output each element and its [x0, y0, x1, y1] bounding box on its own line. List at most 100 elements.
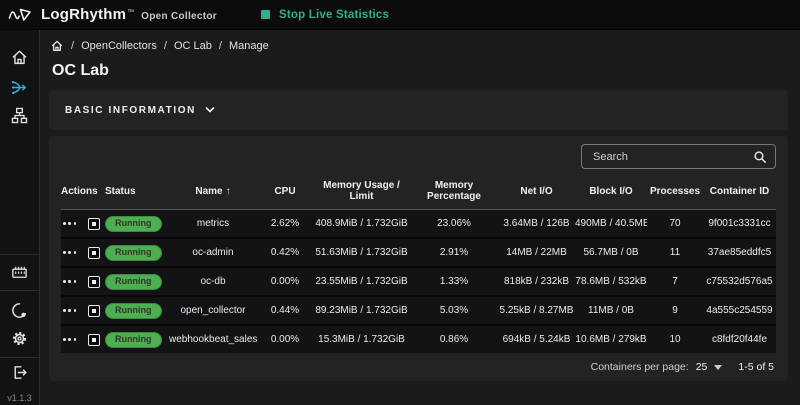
name-cell: metrics [196, 218, 230, 229]
processes-cell: 7 [672, 276, 678, 287]
stop-container-button[interactable] [88, 246, 101, 259]
main-content: / OpenCollectors / OC Lab / Manage OC La… [41, 30, 800, 405]
breadcrumb-separator: / [71, 40, 75, 52]
home-icon [12, 50, 27, 64]
table-row: Running webhookbeat_salesforce_c 0.00% 1… [61, 326, 776, 353]
stop-icon [261, 10, 270, 19]
cpu-cell: 0.00% [270, 334, 300, 345]
stop-container-button[interactable] [88, 304, 101, 317]
sidebar-divider [0, 254, 40, 255]
breadcrumb-separator: / [163, 40, 167, 52]
container-id-cell: 9f001c3331cc [708, 218, 771, 229]
logout-icon [14, 365, 27, 379]
net-io-cell: 14MB / 22MB [506, 247, 567, 258]
block-io-cell: 10.6MB / 279kB [575, 334, 647, 345]
sidebar-divider [0, 290, 40, 291]
stop-live-statistics-button[interactable]: Stop Live Statistics [255, 8, 395, 22]
sidebar-item-topology[interactable] [0, 101, 40, 129]
column-header-memory-percentage[interactable]: Memory Percentage [427, 180, 481, 202]
column-header-processes[interactable]: Processes [649, 185, 701, 197]
collector-flow-icon [11, 80, 27, 94]
breadcrumb-manage: Manage [228, 40, 269, 52]
breadcrumb-opencollectors[interactable]: OpenCollectors [81, 40, 157, 52]
block-io-cell: 490MB / 40.5MB [575, 218, 647, 229]
data-usage-icon [12, 302, 27, 318]
memory-percentage-cell: 2.91% [439, 247, 469, 258]
sidebar-item-open-collectors[interactable] [0, 73, 40, 101]
brand: LogRhythm ™ Open Collector [0, 6, 217, 24]
breadcrumb-oc-lab[interactable]: OC Lab [173, 40, 212, 52]
more-actions-button[interactable] [63, 305, 77, 316]
table-row: Running metrics 2.62% 408.9MiB / 1.732Gi… [61, 210, 776, 237]
status-cell: Running [105, 215, 169, 232]
column-header-status[interactable]: Status [105, 185, 136, 197]
sidebar-item-data-usage[interactable] [0, 296, 40, 324]
topbar: LogRhythm ™ Open Collector Stop Live Sta… [0, 0, 800, 30]
memory-usage-cell: 89.23MiB / 1.732GiB [315, 305, 408, 316]
status-cell: Running [105, 302, 169, 319]
basic-information-header[interactable]: BASIC INFORMATION [49, 90, 788, 130]
container-id-cell: 4a555c254559 [706, 305, 773, 316]
net-io-cell: 3.64MB / 126B [503, 218, 570, 229]
container-id-cell: c75532d576a5 [706, 276, 773, 287]
breadcrumb: / OpenCollectors / OC Lab / Manage [41, 30, 800, 53]
status-cell: Running [105, 244, 169, 261]
column-header-container-id[interactable]: Container ID [709, 185, 770, 197]
search-icon[interactable] [753, 150, 767, 164]
stop-container-icon [92, 308, 97, 313]
stop-container-button[interactable] [88, 217, 101, 230]
column-header-block-io[interactable]: Block I/O [589, 185, 633, 197]
app-version: v1.1.3 [7, 393, 32, 403]
stop-container-button[interactable] [88, 333, 101, 346]
net-io-cell: 818kB / 232kB [503, 276, 570, 287]
brand-trademark: ™ [127, 8, 135, 16]
name-cell: open_collector [180, 305, 246, 316]
sidebar-item-memory[interactable] [0, 258, 40, 286]
sidebar-item-logout[interactable] [0, 358, 40, 386]
memory-usage-cell: 408.9MiB / 1.732GiB [315, 218, 408, 229]
memory-icon [12, 266, 27, 278]
stop-container-icon [92, 279, 97, 284]
cpu-cell: 0.44% [270, 305, 300, 316]
brand-subtitle: Open Collector [141, 10, 217, 22]
breadcrumb-home-icon[interactable] [50, 39, 64, 53]
stop-container-icon [92, 250, 97, 255]
status-badge: Running [105, 331, 162, 348]
brand-name: LogRhythm [41, 5, 127, 23]
more-actions-button[interactable] [63, 218, 77, 229]
block-io-cell: 56.7MB / 0B [583, 247, 639, 258]
container-id-cell: c8fdf20f44fe [711, 334, 768, 345]
stop-live-statistics-label: Stop Live Statistics [279, 8, 390, 21]
more-actions-button[interactable] [63, 247, 77, 258]
column-header-cpu[interactable]: CPU [274, 185, 296, 197]
memory-percentage-cell: 0.86% [439, 334, 469, 345]
container-id-cell: 37ae85eddfc5 [707, 247, 772, 258]
search-row [61, 142, 776, 175]
column-header-net-io[interactable]: Net I/O [520, 185, 553, 197]
search-box [581, 144, 776, 169]
memory-percentage-cell: 23.06% [437, 218, 471, 229]
more-actions-button[interactable] [63, 276, 77, 287]
actions-cell [61, 333, 105, 346]
page-size-select[interactable]: 25 [696, 361, 723, 373]
sidebar-item-home[interactable] [0, 43, 40, 71]
search-input[interactable] [591, 149, 747, 164]
column-header-name[interactable]: Name ↑ [169, 186, 257, 197]
basic-information-label: BASIC INFORMATION [65, 104, 196, 116]
column-header-memory-usage[interactable]: Memory Usage / Limit [323, 180, 400, 202]
column-header-actions[interactable]: Actions [61, 185, 98, 197]
more-actions-button[interactable] [63, 334, 77, 345]
table-row: Running oc-db 0.00% 23.55MiB / 1.732GiB … [61, 268, 776, 295]
stop-container-button[interactable] [88, 275, 101, 288]
page-range: 1-5 of 5 [738, 361, 774, 373]
sidebar-item-settings[interactable] [0, 324, 40, 352]
topology-icon [11, 107, 28, 123]
table-header-row: Actions Status Name ↑ CPU Memory Usage / … [61, 175, 776, 210]
table-body: Running metrics 2.62% 408.9MiB / 1.732Gi… [61, 210, 776, 353]
breadcrumb-separator: / [218, 40, 222, 52]
status-badge: Running [105, 215, 162, 232]
status-badge: Running [105, 273, 162, 290]
pagination: Containers per page: 25 1-5 of 5 [61, 353, 776, 381]
containers-panel: Actions Status Name↑ CPU Memory Usage / … [49, 136, 788, 381]
page-size-value: 25 [695, 361, 708, 373]
